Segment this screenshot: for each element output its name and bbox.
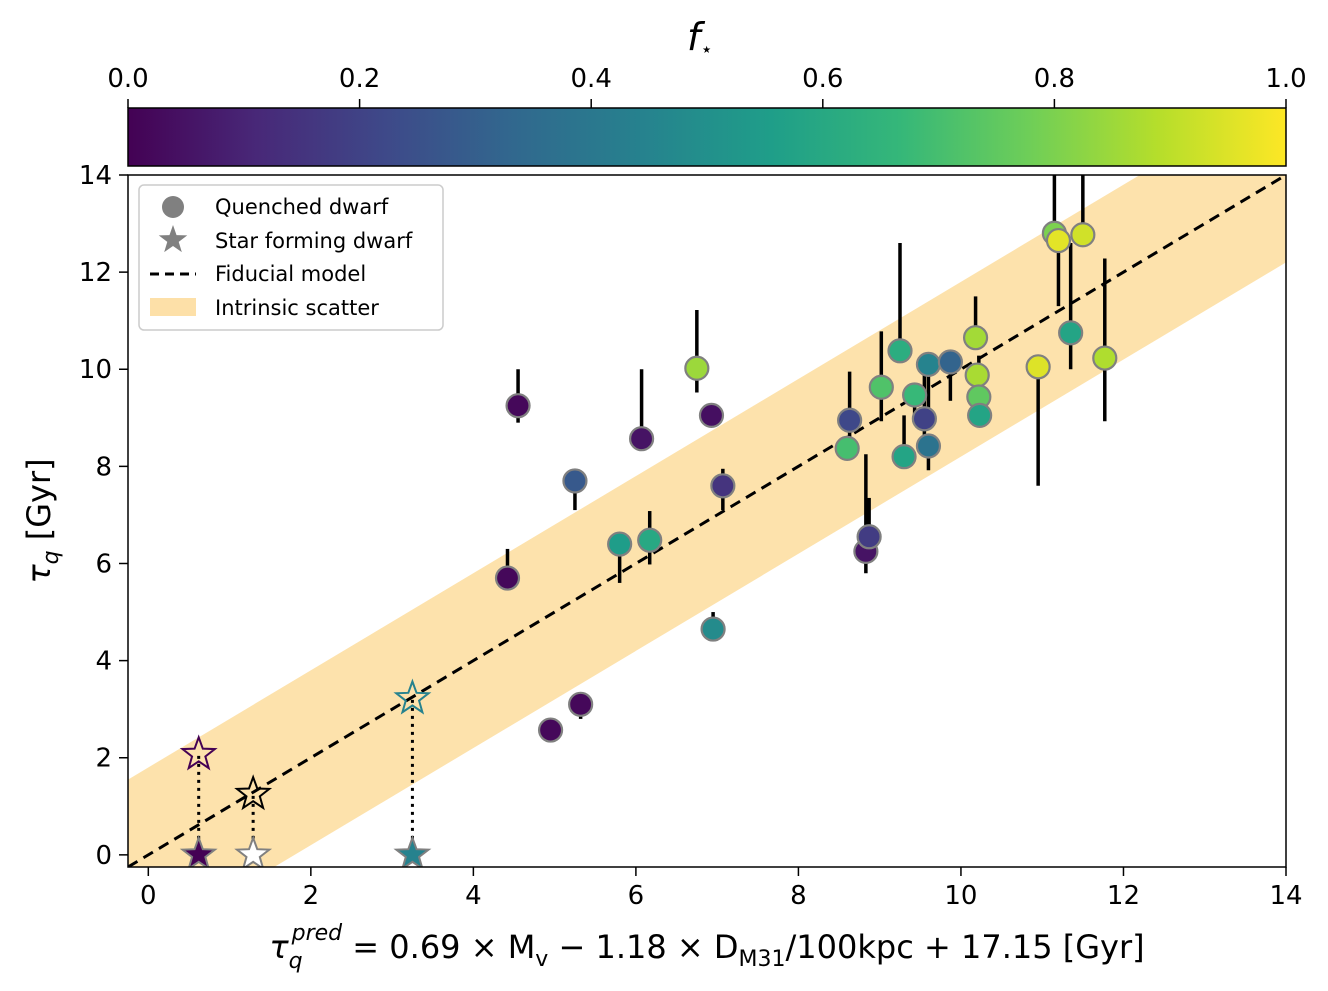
star-forming-dwarf-point [179,834,218,867]
quenched-dwarf-point [902,382,928,408]
quenched-dwarf-point [1092,345,1118,371]
x-tick-label: 8 [790,881,807,911]
quenched-dwarf-point [887,338,913,364]
y-tick-label: 12 [79,258,112,288]
quenched-dwarf-point [494,565,521,591]
legend-label-quenched: Quenched dwarf [215,195,389,219]
quenched-dwarf-point [537,717,564,743]
y-tick-label: 10 [79,355,112,385]
data-markers [179,220,1118,867]
quenched-dwarf-point [1070,222,1096,248]
quenched-dwarf-point [505,393,531,419]
y-tick-label: 0 [95,841,112,871]
quenched-dwarf-point [868,374,894,400]
colorbar-tick-label: 0.4 [571,64,612,94]
y-axis-ticks: 0 2 4 6 8 10 12 14 [79,161,128,871]
legend-band-patch [150,298,196,316]
legend-label-star-forming: Star forming dwarf [215,229,413,253]
y-tick-label: 14 [79,161,112,191]
axes-frame [127,174,1287,868]
star-forming-dwarf-predicted [179,734,218,771]
quenched-dwarf-point [937,349,963,375]
quenched-dwarf-point [1058,320,1084,346]
y-tick-label: 2 [95,744,112,774]
quenched-dwarf-point [637,527,663,553]
fiducial-model-line [128,175,1286,867]
colorbar-tick-label: 0.2 [339,64,380,94]
quenched-dwarf-point [967,402,993,428]
colorbar-gradient [127,107,1287,167]
legend-circle-marker [162,196,184,218]
quenched-dwarf-point [684,355,710,381]
quenched-dwarf-point [962,325,989,351]
quenched-dwarf-point [915,433,942,459]
x-axis-label: τqpred = 0.69 × Mv − 1.18 × DM31/100kpc … [269,921,1144,974]
y-tick-label: 4 [95,647,112,677]
quenched-dwarf-point [911,406,937,432]
quenched-dwarf-point [915,351,942,377]
x-axis-ticks: 0 2 4 6 8 10 12 14 [140,867,1303,911]
colorbar: f⋆ 0.0 0.2 0.4 0.6 0.8 1.0 [107,15,1307,167]
x-tick-label: 4 [465,881,482,911]
colorbar-tick-label: 0.8 [1034,64,1075,94]
star-forming-dwarf-point [393,834,432,867]
colorbar-tick-label: 1.0 [1265,64,1306,94]
star-forming-dwarf-point [234,834,273,867]
y-axis-label: τq [Gyr] [20,458,64,583]
colorbar-tick-label: 0.6 [802,64,843,94]
star-forming-dwarf-predicted [234,774,273,811]
legend-label-scatter: Intrinsic scatter [215,296,379,320]
x-tick-label: 14 [1269,881,1302,911]
colorbar-ticks: 0.0 0.2 0.4 0.6 0.8 1.0 [107,64,1307,108]
colorbar-tick-label: 0.0 [107,64,148,94]
quenched-dwarf-point [837,407,863,433]
x-tick-label: 10 [944,881,977,911]
quenched-dwarf-point [891,444,917,470]
legend-star-marker [158,225,188,253]
star-forming-dwarf-predicted [393,678,432,715]
quenched-dwarf-point [562,468,588,494]
x-tick-label: 12 [1107,881,1140,911]
colorbar-label: f⋆ [687,15,713,61]
legend: Quenched dwarf Star forming dwarf Fiduci… [138,184,444,331]
quenched-dwarf-point [1045,227,1072,254]
quenched-dwarf-point [698,402,725,428]
quenched-dwarf-point [834,435,860,462]
quenched-dwarf-point [710,473,736,499]
quenched-dwarf-point [700,616,726,642]
quenched-dwarf-point [964,362,990,388]
legend-label-fiducial: Fiducial model [215,262,366,286]
y-tick-label: 8 [95,452,112,482]
quenched-dwarf-point [856,524,882,550]
quenched-dwarf-point [1025,354,1051,380]
x-tick-label: 0 [140,881,157,911]
y-tick-label: 6 [95,549,112,579]
legend-box [138,184,444,331]
x-tick-label: 6 [628,881,645,911]
quenched-dwarf-point [607,531,633,557]
x-tick-label: 2 [303,881,320,911]
quenched-dwarf-point [568,691,594,717]
quenched-dwarf-point [628,426,655,452]
